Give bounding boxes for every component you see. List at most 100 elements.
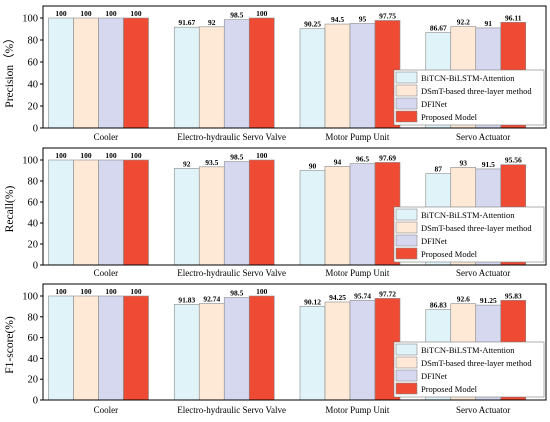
x-tick-label: Cooler [94,268,119,278]
y-tick-label: 100 [22,14,38,25]
data-label: 100 [80,287,92,296]
data-label: 92.6 [457,295,470,304]
legend-swatch [395,247,418,260]
y-tick-label: 0 [33,124,38,135]
bar-1 [48,159,74,266]
bar-2 [73,159,99,266]
data-label: 97.72 [379,289,396,298]
legend-label: DFINet [421,371,448,381]
data-label: 92.74 [203,295,220,304]
data-label: 97.69 [379,153,396,162]
data-label: 91.67 [178,18,195,27]
x-tick-label: Electro-hydraulic Servo Valve [177,268,286,278]
bar-1 [173,26,200,129]
data-label: 95.83 [505,291,522,300]
chart-panel-2: 100 100 100 100 Cooler 92 93.5 98.5 100 Electro-h… [4,147,547,278]
legend-swatch [395,71,418,84]
legend-swatch [395,110,418,123]
y-tick-label: 100 [22,292,38,303]
data-label: 95.56 [505,156,522,165]
bar-2 [324,23,351,129]
bar-1 [48,17,74,129]
bar-2 [324,301,351,401]
data-label: 91 [485,19,493,28]
bar-2 [198,303,225,401]
data-label: 91.5 [482,160,495,169]
data-label: 100 [105,287,117,296]
bar-3 [349,300,376,401]
data-label: 96.11 [505,13,522,22]
bar-1 [173,304,200,401]
bar-3 [98,159,124,266]
data-label: 100 [130,9,142,18]
data-label: 100 [105,151,117,160]
bar-4 [123,295,149,401]
data-label: 100 [55,287,67,296]
data-label: 95.74 [354,291,371,300]
bar-2 [324,166,351,266]
legend-label: Proposed Model [421,112,478,122]
plot-frame [42,283,547,401]
data-label: 94.25 [329,293,346,302]
x-tick-label: Motor Pump Unit [325,405,390,415]
legend-swatch [395,382,418,395]
data-label: 90.25 [304,20,321,29]
data-label: 98.5 [230,289,243,298]
legend-label: Proposed Model [421,384,478,394]
legend-box [393,69,545,126]
legend-label: Proposed Model [421,249,478,259]
data-label: 100 [256,9,268,18]
legend-label: DSmT-based three-layer method [421,86,532,96]
legend-label: BiTCN-BiLSTM-Attention [421,345,515,355]
data-label: 100 [130,151,142,160]
x-tick-label: Cooler [94,405,119,415]
data-label: 90 [309,162,317,171]
legend-swatch [395,369,418,382]
y-tick-label: 60 [28,198,39,209]
legend-swatch [395,234,418,247]
bar-2 [198,26,225,129]
bar-4 [123,17,149,129]
legend-label: DSmT-based three-layer method [421,223,532,233]
plot-frame [42,147,547,266]
bar-1 [299,28,326,129]
data-label: 100 [55,9,67,18]
data-label: 100 [80,9,92,18]
y-tick-label: 40 [28,219,39,230]
y-tick-label: 40 [28,80,39,91]
x-tick-label: Servo Actuator [456,132,510,142]
bar-4 [123,159,149,266]
data-label: 91.83 [178,295,195,304]
data-label: 100 [80,151,92,160]
x-tick-label: Servo Actuator [456,405,510,415]
legend-label: DFINet [421,236,448,246]
bar-4 [248,159,275,266]
bar-3 [223,19,250,129]
bar-3 [223,297,250,401]
x-tick-label: Cooler [94,132,119,142]
bar-1 [299,305,326,401]
legend-box [393,341,545,398]
bar-4 [248,17,275,129]
data-label: 91.25 [480,296,497,305]
plot-frame [42,5,547,129]
y-axis-label: F1-score(%) [4,316,16,374]
data-label: 90.12 [304,297,321,306]
y-tick-label: 60 [28,333,39,344]
y-tick-label: 20 [28,240,39,251]
data-label: 92 [208,18,216,27]
chart-panel-3: 100 100 100 100 Cooler 91.83 92.74 98.5 100 Elect… [4,283,547,415]
legend-label: DFINet [421,99,448,109]
x-tick-label: Motor Pump Unit [325,132,390,142]
x-tick-label: Motor Pump Unit [325,268,390,278]
data-label: 94.5 [331,15,344,24]
x-tick-label: Servo Actuator [456,268,510,278]
bar-1 [299,170,326,266]
y-tick-label: 80 [28,312,39,323]
legend-swatch [395,208,418,221]
legend-swatch [395,84,418,97]
data-label: 100 [256,287,268,296]
legend-box [393,206,545,263]
y-axis-label: Recall(%) [4,186,16,233]
